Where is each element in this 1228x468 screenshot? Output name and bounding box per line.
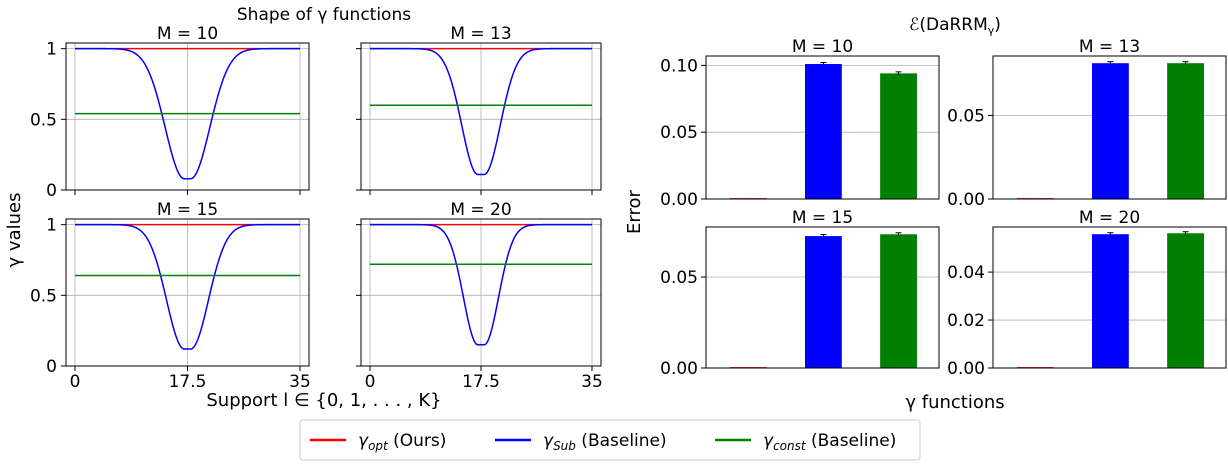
panel-title: M = 15 xyxy=(792,208,853,228)
legend-item-opt: γopt (Ours) xyxy=(310,431,446,453)
right-suptitle: ℰ(DaRRMγ) xyxy=(909,15,1001,37)
legend-text: (Ours) xyxy=(388,431,447,451)
y-tick-label: 1 xyxy=(46,216,57,236)
left-ylabel: γ values xyxy=(4,193,25,268)
legend-box xyxy=(299,419,921,461)
error-panel: M = 20 0.00 0.02 0.04 xyxy=(947,208,1227,379)
panel-title: M = 20 xyxy=(1079,208,1140,228)
bar-const xyxy=(1167,233,1204,368)
bar-sub xyxy=(1091,63,1129,199)
x-tick-label: 17.5 xyxy=(462,372,500,392)
legend-text: (Baseline) xyxy=(806,431,897,451)
legend-subscript: opt xyxy=(368,439,389,453)
left-xlabel: Support l ∈ {0, 1, . . . , K} xyxy=(206,390,441,411)
legend-symbol: γ xyxy=(763,431,774,451)
y-tick-label: 0.5 xyxy=(30,286,57,306)
panel-title: M = 13 xyxy=(1079,37,1140,57)
y-tick-label: 0.02 xyxy=(947,311,985,331)
gamma-panel: M = 20 0 17.5 35 xyxy=(356,200,603,392)
y-tick-label: 0.00 xyxy=(660,190,698,210)
legend-label-sub: γSub (Baseline) xyxy=(543,431,667,453)
y-tick-label: 0.05 xyxy=(660,268,698,288)
legend-symbol: γ xyxy=(543,431,554,451)
right-xlabel: γ functions xyxy=(905,392,1004,413)
legend-text: (Baseline) xyxy=(576,431,667,451)
y-tick-label: 0.05 xyxy=(947,106,985,126)
panel-title: M = 13 xyxy=(450,24,511,44)
y-tick-label: 0 xyxy=(46,357,57,377)
y-tick-label: 0.10 xyxy=(660,56,698,76)
error-panel: M = 10 0.00 0.05 0.10 xyxy=(660,37,940,210)
panel-title: M = 15 xyxy=(157,200,218,220)
left-suptitle: Shape of γ functions xyxy=(237,5,411,25)
y-tick-label: 0.00 xyxy=(947,190,985,210)
x-tick-label: 0 xyxy=(70,372,81,392)
y-tick-label: 1 xyxy=(46,40,57,60)
bar-const xyxy=(880,234,917,368)
axes-frame xyxy=(705,55,940,200)
gamma-panel: M = 15 0 0.5 1 0 17.5 35 xyxy=(30,200,311,392)
y-tick-label: 0.00 xyxy=(947,359,985,379)
error-panel: M = 13 0.00 0.05 xyxy=(947,37,1227,210)
x-tick-label: 35 xyxy=(581,372,603,392)
y-tick-label: 0.00 xyxy=(660,359,698,379)
x-tick-label: 35 xyxy=(289,372,311,392)
legend-subscript: Sub xyxy=(553,439,576,453)
panel-title: M = 20 xyxy=(450,200,511,220)
x-tick-label: 17.5 xyxy=(169,372,207,392)
y-tick-label: 0.5 xyxy=(30,110,57,130)
legend-label-opt: γopt (Ours) xyxy=(358,431,446,453)
series-line-sub xyxy=(370,223,592,346)
panel-title: M = 10 xyxy=(157,24,218,44)
y-tick-label: 0.05 xyxy=(660,123,698,143)
bar-const xyxy=(1167,63,1204,199)
panel-title: M = 10 xyxy=(792,37,853,57)
series-line-sub xyxy=(370,47,592,176)
legend: γopt (Ours) γSub (Baseline) γconst (Baseli… xyxy=(299,419,921,461)
bar-sub xyxy=(1091,234,1129,368)
series-line-sub xyxy=(75,223,300,350)
bar-sub xyxy=(804,236,842,368)
x-tick-label: 0 xyxy=(365,372,376,392)
legend-label-const: γconst (Baseline) xyxy=(763,431,896,453)
gamma-shape-charts: Shape of γ functions γ values Support l … xyxy=(4,5,603,411)
right-ylabel: Error xyxy=(624,189,645,233)
gamma-panel: M = 10 0 0.5 1 xyxy=(30,24,310,201)
bar-sub xyxy=(804,64,842,199)
y-tick-label: 0 xyxy=(46,181,57,201)
legend-subscript: const xyxy=(773,439,807,453)
error-bar-charts: ℰ(DaRRMγ) Error γ functions M = 10 0.00 0.… xyxy=(624,15,1227,413)
bar-const xyxy=(880,73,917,199)
legend-item-sub: γSub (Baseline) xyxy=(495,431,667,453)
gamma-panel: M = 13 xyxy=(356,24,602,195)
axes-frame xyxy=(992,55,1227,200)
axes-frame xyxy=(705,226,940,369)
legend-symbol: γ xyxy=(358,431,369,451)
error-panel: M = 15 0.00 0.05 xyxy=(660,208,940,379)
axes-frame xyxy=(992,226,1227,369)
series-line-sub xyxy=(75,47,300,180)
legend-item-const: γconst (Baseline) xyxy=(715,431,896,453)
y-tick-label: 0.04 xyxy=(947,263,985,283)
